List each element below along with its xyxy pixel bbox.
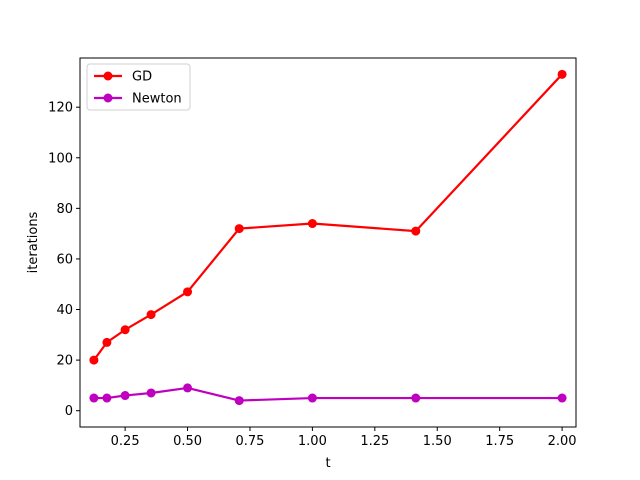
data-point-newton xyxy=(102,393,112,403)
x-axis: 0.25 0.50 0.75 1.00 1.25 1.50 1.75 2.00 xyxy=(111,427,577,449)
x-tick-label: 0.25 xyxy=(111,434,140,449)
y-axis: 0 20 40 60 80 100 120 xyxy=(48,101,80,419)
data-point-gd xyxy=(183,287,193,297)
data-point-newton xyxy=(234,396,244,406)
y-axis-label: iterations xyxy=(26,211,41,273)
x-tick-label: 1.50 xyxy=(423,434,452,449)
x-tick-label: 1.00 xyxy=(298,434,327,449)
legend-marker xyxy=(103,71,113,81)
data-point-newton xyxy=(146,388,156,398)
y-tick-label: 40 xyxy=(56,303,73,318)
x-tick-label: 1.25 xyxy=(360,434,389,449)
data-point-gd xyxy=(120,325,130,335)
data-point-newton xyxy=(557,393,567,403)
x-tick-label: 0.50 xyxy=(173,434,202,449)
data-point-gd xyxy=(102,337,112,347)
data-point-gd xyxy=(89,355,99,365)
data-point-newton xyxy=(120,391,130,401)
data-point-newton xyxy=(411,393,421,403)
data-point-gd xyxy=(411,226,421,236)
data-point-gd xyxy=(557,69,567,79)
y-tick-label: 20 xyxy=(56,354,73,369)
x-tick-label: 1.75 xyxy=(485,434,514,449)
plot-frame xyxy=(79,57,577,428)
data-point-gd xyxy=(146,310,156,320)
y-tick-label: 120 xyxy=(48,101,73,116)
x-tick-label: 2.00 xyxy=(548,434,577,449)
plot-area xyxy=(80,58,576,427)
legend-label: Newton xyxy=(132,92,182,107)
data-point-newton xyxy=(307,393,317,403)
data-point-gd xyxy=(307,219,317,229)
data-point-newton xyxy=(89,393,99,403)
x-axis-label: t xyxy=(325,456,330,471)
data-point-newton xyxy=(183,383,193,393)
series-layer xyxy=(89,69,567,406)
legend: GD Newton xyxy=(86,63,191,111)
y-tick-label: 0 xyxy=(65,404,73,419)
data-point-gd xyxy=(234,224,244,234)
legend-label: GD xyxy=(132,70,152,85)
y-tick-label: 80 xyxy=(56,202,73,217)
y-tick-label: 60 xyxy=(56,252,73,267)
legend-marker xyxy=(103,93,113,103)
y-tick-label: 100 xyxy=(48,151,73,166)
x-tick-label: 0.75 xyxy=(235,434,264,449)
